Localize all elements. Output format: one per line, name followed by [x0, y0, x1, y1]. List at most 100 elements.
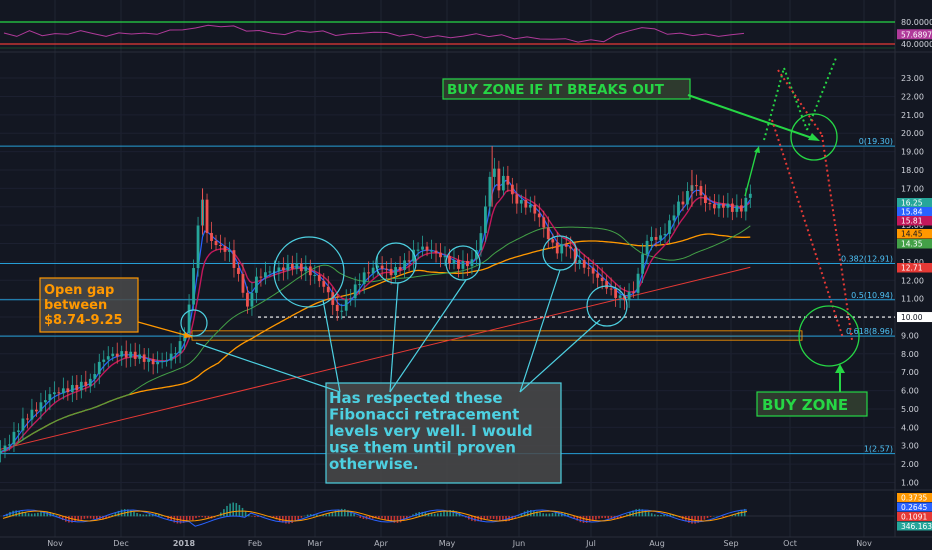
candle-body [672, 215, 676, 221]
macd-histogram-bar [375, 516, 377, 519]
candle-body [443, 256, 447, 258]
candle-body [165, 360, 169, 362]
price-value-label: 12.71 [901, 264, 923, 273]
macd-histogram-bar [37, 512, 39, 517]
candle-body [129, 351, 133, 358]
rsi-axis-label: 80.0000 [901, 18, 932, 27]
highlight-circle [273, 236, 345, 308]
candle-body [730, 203, 734, 212]
macd-histogram-bar [731, 515, 734, 517]
candle-body [151, 359, 155, 365]
macd-histogram-bar [65, 516, 67, 522]
candle-body [286, 263, 290, 271]
macd-value-tag [897, 493, 932, 502]
macd-histogram-bar [182, 516, 185, 523]
macd-histogram-bar [421, 511, 424, 517]
highlight-circle [445, 245, 481, 281]
time-axis-label: Nov [47, 539, 63, 548]
candle-body [470, 259, 474, 267]
macd-histogram-bar [709, 516, 712, 517]
macd-histogram-bar [80, 516, 83, 520]
candle-body [210, 232, 213, 241]
highlight-circle [375, 242, 417, 284]
macd-histogram-bar [430, 513, 433, 517]
highlight-circle [180, 309, 208, 337]
macd-histogram-bar [654, 514, 656, 517]
candle-body [358, 284, 362, 286]
candle-body [326, 286, 330, 293]
candle-body [178, 341, 182, 354]
candle-body [228, 250, 231, 252]
candle-body [349, 298, 353, 300]
macd-value-label: 346.1638 [901, 522, 932, 531]
candle-body [156, 361, 160, 365]
gap-zone-box [191, 330, 803, 341]
candle-body [461, 261, 465, 269]
candle-body [48, 394, 52, 401]
price-axis-label: 12.00 [901, 276, 924, 285]
macd-histogram-bar [288, 516, 290, 524]
macd-histogram-bar [282, 516, 284, 523]
candle-body [555, 242, 559, 254]
fib-level-label: 0(19.30) [859, 137, 893, 146]
macd-histogram-bar [136, 513, 138, 517]
macd-histogram-bar [610, 516, 613, 520]
macd-histogram-bar [275, 516, 278, 520]
candle-body [12, 431, 16, 445]
macd-histogram-bar [291, 516, 293, 523]
macd-histogram-bar [133, 511, 135, 517]
macd-histogram-bar [12, 510, 14, 517]
macd-histogram-bar [198, 516, 200, 518]
candle-body [43, 400, 47, 403]
macd-histogram-bar [427, 512, 430, 517]
candle-body [636, 273, 640, 293]
macd-histogram-bar [297, 516, 300, 520]
candle-body [268, 271, 272, 273]
macd-histogram-bar [195, 516, 197, 519]
macd-histogram-bar [254, 516, 256, 517]
candle-body [537, 213, 541, 218]
note-pointer-line [389, 279, 467, 393]
candle-body [632, 291, 635, 293]
candle-body [623, 295, 626, 301]
macd-histogram-bar [588, 516, 591, 523]
macd-histogram-bar [201, 516, 203, 518]
candle-body [582, 260, 586, 268]
macd-histogram-bar [15, 510, 17, 517]
candle-body [618, 295, 622, 298]
candle-body [35, 409, 38, 412]
candle-body [686, 191, 689, 205]
macd-histogram-bar [499, 516, 501, 521]
candle-body [654, 236, 658, 240]
candle-body [394, 267, 398, 276]
candle-body [21, 418, 25, 431]
macd-histogram-bar [148, 514, 151, 517]
candle-body [187, 304, 191, 334]
price-value-tag [897, 216, 932, 226]
price-value-tag [897, 229, 932, 239]
macd-histogram-bar [130, 510, 132, 517]
candle-body [70, 384, 74, 393]
macd-histogram-bar [300, 516, 303, 518]
candle-body [492, 168, 496, 177]
macd-value-tag [897, 512, 932, 521]
macd-histogram-bar [616, 516, 619, 520]
projection-down-dotted [771, 119, 844, 339]
candle-body [290, 263, 294, 269]
macd-histogram-bar [706, 516, 709, 519]
candle-body [138, 354, 142, 359]
candle-body [246, 292, 249, 307]
macd-histogram-bar [604, 516, 606, 519]
candle-body [133, 351, 137, 359]
price-axis-label: 8.00 [901, 350, 919, 359]
macd-histogram-bar [607, 516, 610, 519]
macd-histogram-bar [241, 507, 244, 517]
macd-histogram-bar [294, 516, 296, 522]
macd-histogram-bar [161, 514, 163, 517]
candle-body [344, 299, 348, 311]
gap-note-text: between [44, 298, 107, 313]
candle-body [30, 409, 34, 420]
macd-histogram-bar [449, 510, 451, 517]
candle-body [335, 304, 339, 312]
